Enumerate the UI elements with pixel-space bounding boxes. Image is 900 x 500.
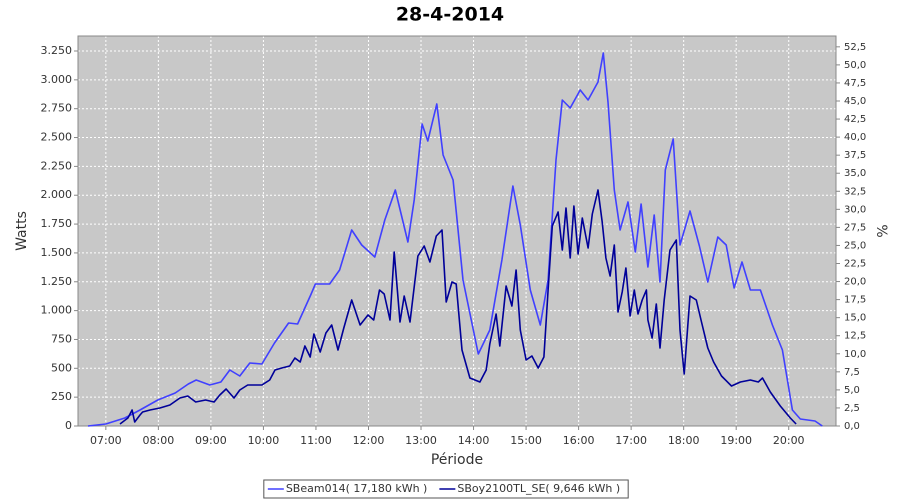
y-tick-label: 750: [51, 332, 72, 345]
y2-tick-label: 27,5: [844, 222, 866, 233]
series-line: [87, 52, 823, 427]
x-axis-label: Période: [431, 452, 483, 468]
y2-axis-label: %: [873, 224, 889, 237]
y2-tick-label: 0,0: [844, 421, 860, 432]
y2-tick-label: 52,5: [844, 42, 866, 53]
y2-tick-label: 32,5: [844, 186, 866, 197]
y2-tick-label: 47,5: [844, 78, 866, 89]
series-line: [119, 189, 797, 425]
y2-tick-label: 22,5: [844, 259, 866, 270]
y-tick-label: 1.500: [41, 246, 73, 259]
y-axis-label: Watts: [14, 211, 30, 251]
y2-tick-label: 5,0: [844, 385, 860, 396]
plot-border: [77, 35, 837, 427]
y2-tick-label: 7,5: [844, 367, 860, 378]
y2-tick-label: 17,5: [844, 295, 866, 306]
legend-label: SBoy2100TL_SE( 9,646 kWh ): [457, 482, 620, 495]
y2-tick-label: 42,5: [844, 114, 866, 125]
y-tick-label: 250: [51, 390, 72, 403]
x-tick-label: 13:00: [405, 434, 437, 447]
y2-tick-label: 45,0: [844, 96, 866, 107]
y2-tick-label: 35,0: [844, 168, 866, 179]
x-tick-label: 08:00: [143, 434, 175, 447]
y2-tick-label: 37,5: [844, 150, 866, 161]
y-tick-label: 2.750: [41, 102, 73, 115]
y2-tick-label: 25,0: [844, 240, 866, 251]
y2-tick-label: 20,0: [844, 277, 866, 288]
x-tick-label: 07:00: [90, 434, 122, 447]
x-tick-label: 15:00: [510, 434, 542, 447]
x-tick-label: 16:00: [563, 434, 595, 447]
y2-tick-label: 50,0: [844, 60, 866, 71]
y2-tick-label: 30,0: [844, 204, 866, 215]
y2-tick-label: 2,5: [844, 403, 860, 414]
y-tick-label: 0: [65, 419, 72, 432]
y-tick-label: 2.000: [41, 188, 73, 201]
y-tick-label: 500: [51, 361, 72, 374]
x-tick-label: 11:00: [300, 434, 332, 447]
legend: SBeam014( 17,180 kWh ) SBoy2100TL_SE( 9,6…: [263, 479, 629, 499]
y-tick-label: 2.250: [41, 159, 73, 172]
plot-area: [78, 36, 836, 426]
chart-title: 28-4-2014: [396, 4, 504, 26]
y-tick-label: 3.250: [41, 44, 73, 57]
y-tick-label: 3.000: [41, 73, 73, 86]
x-tick-label: 18:00: [668, 434, 700, 447]
x-tick-label: 09:00: [195, 434, 227, 447]
y2-tick-label: 10,0: [844, 349, 866, 360]
x-tick-label: 10:00: [248, 434, 280, 447]
x-tick-label: 17:00: [615, 434, 647, 447]
x-tick-label: 12:00: [353, 434, 385, 447]
legend-label: SBeam014( 17,180 kWh ): [286, 482, 428, 495]
x-tick-label: 20:00: [773, 434, 805, 447]
y-tick-label: 1.250: [41, 275, 73, 288]
y-tick-label: 2.500: [41, 131, 73, 144]
x-tick-label: 19:00: [720, 434, 752, 447]
y2-tick-label: 40,0: [844, 132, 866, 143]
y2-tick-label: 15,0: [844, 313, 866, 324]
y2-tick-label: 12,5: [844, 331, 866, 342]
y-tick-label: 1.000: [41, 304, 73, 317]
x-tick-label: 14:00: [458, 434, 490, 447]
y-tick-label: 1.750: [41, 217, 73, 230]
